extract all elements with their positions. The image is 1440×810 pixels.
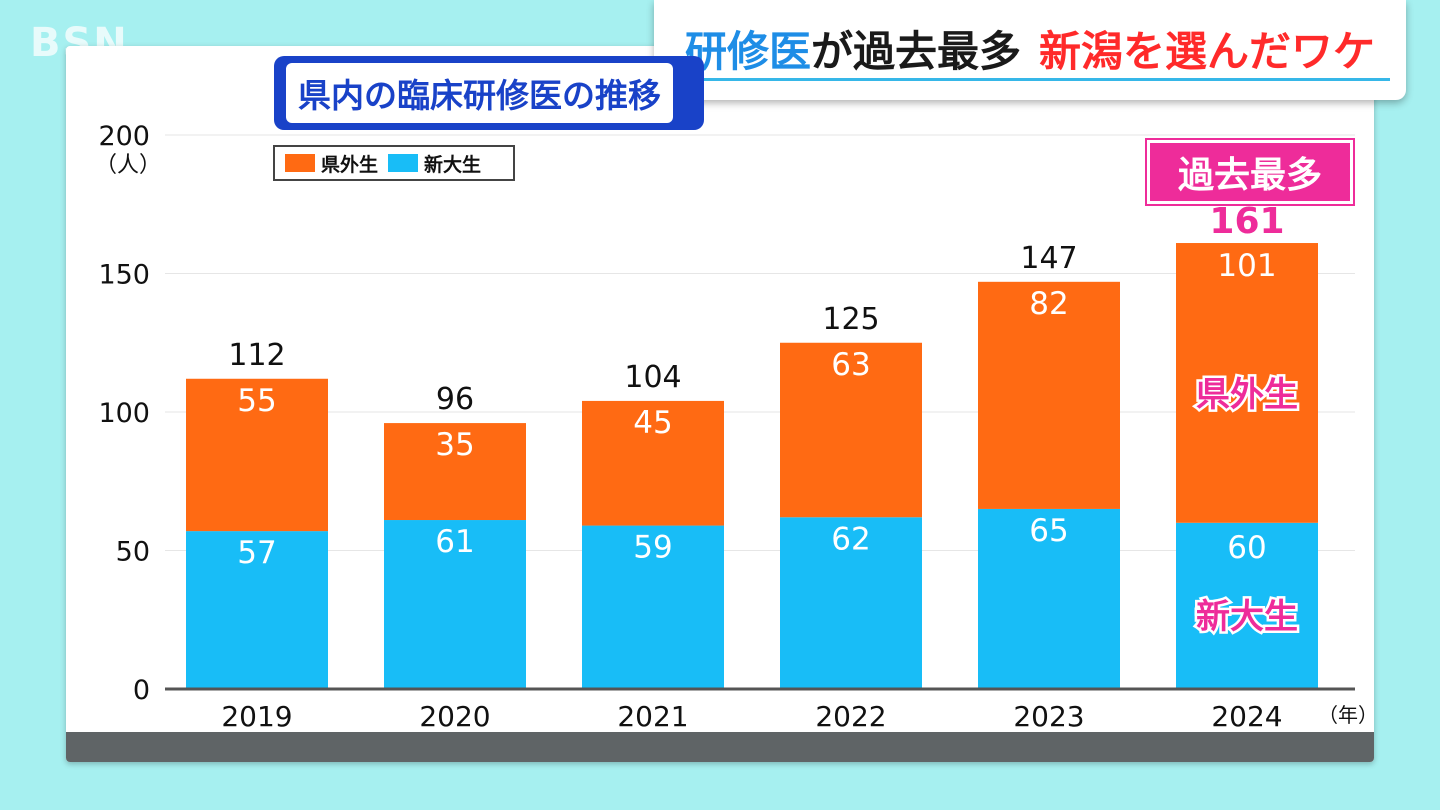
y-tick-label-150: 150 xyxy=(98,260,150,291)
bar-outside-2024 xyxy=(1176,243,1318,523)
panel-bottom-bar xyxy=(66,732,1374,762)
value-label-niigata-2022: 62 xyxy=(831,521,870,557)
legend-item-outside: 県外生 xyxy=(285,150,378,177)
y-tick-label-50: 50 xyxy=(116,537,150,568)
legend-item-niigata: 新大生 xyxy=(388,150,481,177)
headline-part-3: 新潟を選んだワケ xyxy=(1039,27,1376,76)
value-label-outside-2023: 82 xyxy=(1029,286,1068,322)
x-tick-label-2022: 2022 xyxy=(815,700,886,733)
legend-label-niigata: 新大生 xyxy=(424,153,482,176)
bar-outside-2023 xyxy=(978,281,1120,509)
chart-legend: 県外生 新大生 xyxy=(273,145,515,181)
bar-niigata-2021 xyxy=(582,525,724,689)
y-tick-label-100: 100 xyxy=(98,398,150,429)
bar-outside-2020 xyxy=(384,423,526,521)
value-label-outside-2022: 63 xyxy=(831,347,870,383)
bar-outside-2019 xyxy=(186,378,328,532)
legend-swatch-outside xyxy=(285,154,315,172)
total-label-2019: 112 xyxy=(228,338,285,373)
value-label-outside-2021: 45 xyxy=(633,405,672,441)
news-headline: 研修医が過去最多 新潟を選んだワケ xyxy=(654,0,1406,100)
x-tick-label-2023: 2023 xyxy=(1013,700,1084,733)
value-label-outside-2020: 35 xyxy=(435,427,474,463)
record-high-badge: 過去最多 xyxy=(1147,140,1353,204)
total-label-2022: 125 xyxy=(822,302,879,337)
x-tick-label-2020: 2020 xyxy=(419,700,490,733)
bar-niigata-2019 xyxy=(186,531,328,689)
y-tick-label-200: 200 xyxy=(98,121,150,152)
value-label-niigata-2019: 57 xyxy=(237,535,276,571)
y-tick-label-0: 0 xyxy=(133,675,150,706)
bar-niigata-2022 xyxy=(780,517,922,689)
x-tick-label-2019: 2019 xyxy=(221,700,292,733)
value-label-niigata-2023: 65 xyxy=(1029,513,1068,549)
bar-outside-2021 xyxy=(582,400,724,526)
legend-label-outside: 県外生 xyxy=(321,153,379,176)
value-label-outside-2024: 101 xyxy=(1217,248,1276,284)
total-label-2020: 96 xyxy=(436,382,474,417)
y-axis-unit-label: （人） xyxy=(95,153,161,178)
annotation-niigata: 新大生 xyxy=(1196,597,1298,637)
x-tick-label-2024: 2024 xyxy=(1211,700,1282,733)
total-label-2023: 147 xyxy=(1020,241,1077,276)
value-label-niigata-2024: 60 xyxy=(1227,530,1266,566)
x-axis-unit-label: （年） xyxy=(1318,703,1378,727)
legend-swatch-niigata xyxy=(388,154,419,172)
headline-part-2: が過去最多 xyxy=(810,27,1021,76)
bar-niigata-2023 xyxy=(978,508,1120,689)
total-label-2024: 161 xyxy=(1209,201,1284,242)
bar-niigata-2020 xyxy=(384,520,526,689)
value-label-outside-2019: 55 xyxy=(237,383,276,419)
value-label-niigata-2021: 59 xyxy=(633,530,672,566)
headline-text: 研修医が過去最多 新潟を選んだワケ xyxy=(670,20,1390,81)
annotation-outside: 県外生 xyxy=(1196,375,1298,415)
value-label-niigata-2020: 61 xyxy=(435,524,474,560)
chart-title: 県内の臨床研修医の推移 xyxy=(274,56,704,130)
bar-niigata-2024 xyxy=(1176,522,1318,689)
bar-outside-2022 xyxy=(780,342,922,518)
x-tick-label-2021: 2021 xyxy=(617,700,688,733)
total-label-2021: 104 xyxy=(624,360,681,395)
headline-part-1: 研修医 xyxy=(684,27,811,76)
chart-title-text: 県内の臨床研修医の推移 xyxy=(286,63,673,123)
